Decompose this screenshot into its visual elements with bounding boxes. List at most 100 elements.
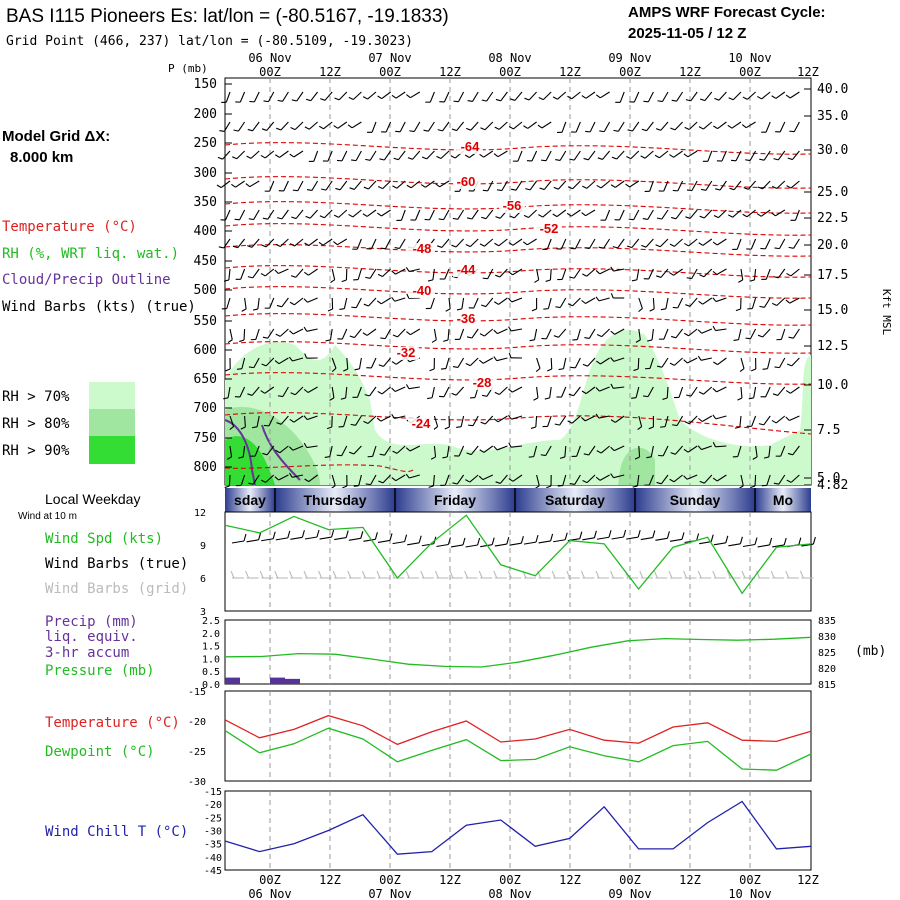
wind-barb: [363, 180, 377, 190]
surface-barb-flag: [491, 537, 495, 545]
wind-barb-staff: [749, 150, 757, 161]
wind-barb: [712, 386, 727, 393]
wind-barb-staff: [791, 357, 800, 367]
wind-barb-flag: [508, 125, 514, 130]
wind-barb: [292, 180, 304, 192]
wind-barb: [643, 268, 654, 280]
wind-barb: [610, 415, 625, 423]
wind-barb-staff: [241, 357, 246, 369]
wind-barb: [728, 91, 742, 101]
wind-barb: [424, 209, 435, 221]
surface-barb-staff: [553, 539, 566, 543]
wind-barb-flag: [365, 483, 371, 486]
pressure-tick-label: 150: [194, 77, 217, 92]
top-hour-label: 12Z: [439, 65, 461, 79]
wind-barb-staff: [715, 415, 727, 420]
wind-barb-flag: [748, 397, 754, 400]
wind-barb-staff: [482, 357, 494, 364]
wind-barb-staff: [244, 297, 247, 309]
wind-barb-flag: [468, 424, 474, 427]
wind-barb-flag: [252, 308, 258, 311]
wind-barb-staff: [512, 268, 523, 276]
wind-barb-staff: [471, 209, 479, 220]
wind-barb-staff: [324, 209, 333, 219]
wind-barb-flag: [672, 424, 678, 427]
isotherm-label-bg: [409, 285, 435, 298]
wind-barb: [493, 150, 508, 158]
wind-barb-flag: [647, 339, 653, 342]
precip-panel-frame: [224, 619, 812, 685]
height-tick-label: 10.0: [817, 378, 848, 393]
precip-bar: [285, 678, 300, 684]
wind-barb: [570, 238, 581, 250]
wind-barb-flag: [583, 453, 589, 456]
wind-barb-flag: [553, 186, 559, 190]
wind-barb-flag: [745, 337, 751, 340]
wind-barb-flag: [303, 442, 308, 448]
wind-barb-flag: [671, 216, 677, 220]
wind-barb-flag: [233, 129, 239, 132]
wind-barb-flag: [756, 213, 762, 217]
top-date-label: 06 Nov: [248, 51, 291, 65]
wind-barb-flag: [466, 217, 473, 220]
wind-barb-staff: [409, 445, 421, 452]
wind-barb: [233, 121, 246, 132]
surface-barb-flag: [464, 570, 469, 579]
wind-barb: [643, 91, 654, 103]
wind-barb-staff: [457, 91, 465, 102]
wind-barb-flag: [540, 454, 546, 457]
wind-barb-staff: [763, 150, 771, 161]
wind-barb-staff: [499, 268, 508, 278]
bottom-hour-label: 00Z: [259, 873, 281, 887]
wind-barb-flag: [217, 156, 223, 160]
wind-barb-flag: [785, 416, 790, 421]
wind-barb: [543, 297, 552, 310]
wind-barb: [288, 445, 304, 451]
wind-barb-flag: [479, 449, 485, 453]
wind-barb-staff: [633, 91, 640, 103]
wind-barb-staff: [717, 121, 727, 130]
wind-barb-staff: [482, 474, 494, 481]
weekday-segments: sday Thursday Friday Saturday Sunday Mo: [225, 488, 811, 512]
wind-barb-staff: [381, 91, 391, 100]
cycle-label: AMPS WRF Forecast Cycle:: [628, 4, 826, 21]
wind-barb: [634, 445, 641, 460]
wind-barb: [508, 386, 523, 393]
isotherm-line: [224, 372, 812, 385]
wind-barb-staff: [382, 180, 391, 190]
wind-barb-staff: [368, 297, 377, 307]
wind-barb-flag: [595, 296, 600, 302]
wind-barb: [379, 445, 392, 456]
wind-barb-flag: [584, 337, 590, 339]
isotherm-line: [224, 464, 416, 473]
wind-barb-staff: [560, 386, 567, 398]
surface-barb-flag: [493, 570, 498, 579]
wind-barb-staff: [353, 445, 362, 455]
wind-barb: [745, 150, 757, 162]
bottom-hour-label: 12Z: [679, 873, 701, 887]
surface-barb-true: [611, 529, 627, 540]
surface-barb-true: [261, 531, 276, 542]
surface-barb-staff: [407, 542, 420, 546]
wind-barb: [348, 91, 362, 100]
wind-barb-flag: [392, 450, 398, 454]
wind-barb-flag: [546, 485, 552, 489]
surface-barb-grid: [551, 570, 566, 579]
wind-barb-staff: [739, 415, 742, 427]
wind-barb-flag: [786, 272, 792, 277]
wind-barb-flag: [303, 326, 308, 332]
surface-barb-flag: [550, 533, 554, 542]
wind-barb: [713, 121, 727, 130]
wind-barb-staff: [778, 474, 786, 485]
wind-barb: [734, 415, 742, 429]
wind-barb: [761, 474, 771, 487]
pressure-tick-label: 200: [194, 107, 217, 122]
surface-barb-flag: [303, 570, 308, 579]
wind-barb: [349, 328, 362, 339]
surface-barb-flag: [347, 570, 352, 579]
wind-barb: [289, 328, 304, 335]
isotherm-label: -32: [397, 345, 416, 360]
wind-barb-flag: [546, 368, 553, 372]
wind-barb: [649, 297, 655, 312]
wind-barb-flag: [683, 475, 688, 480]
